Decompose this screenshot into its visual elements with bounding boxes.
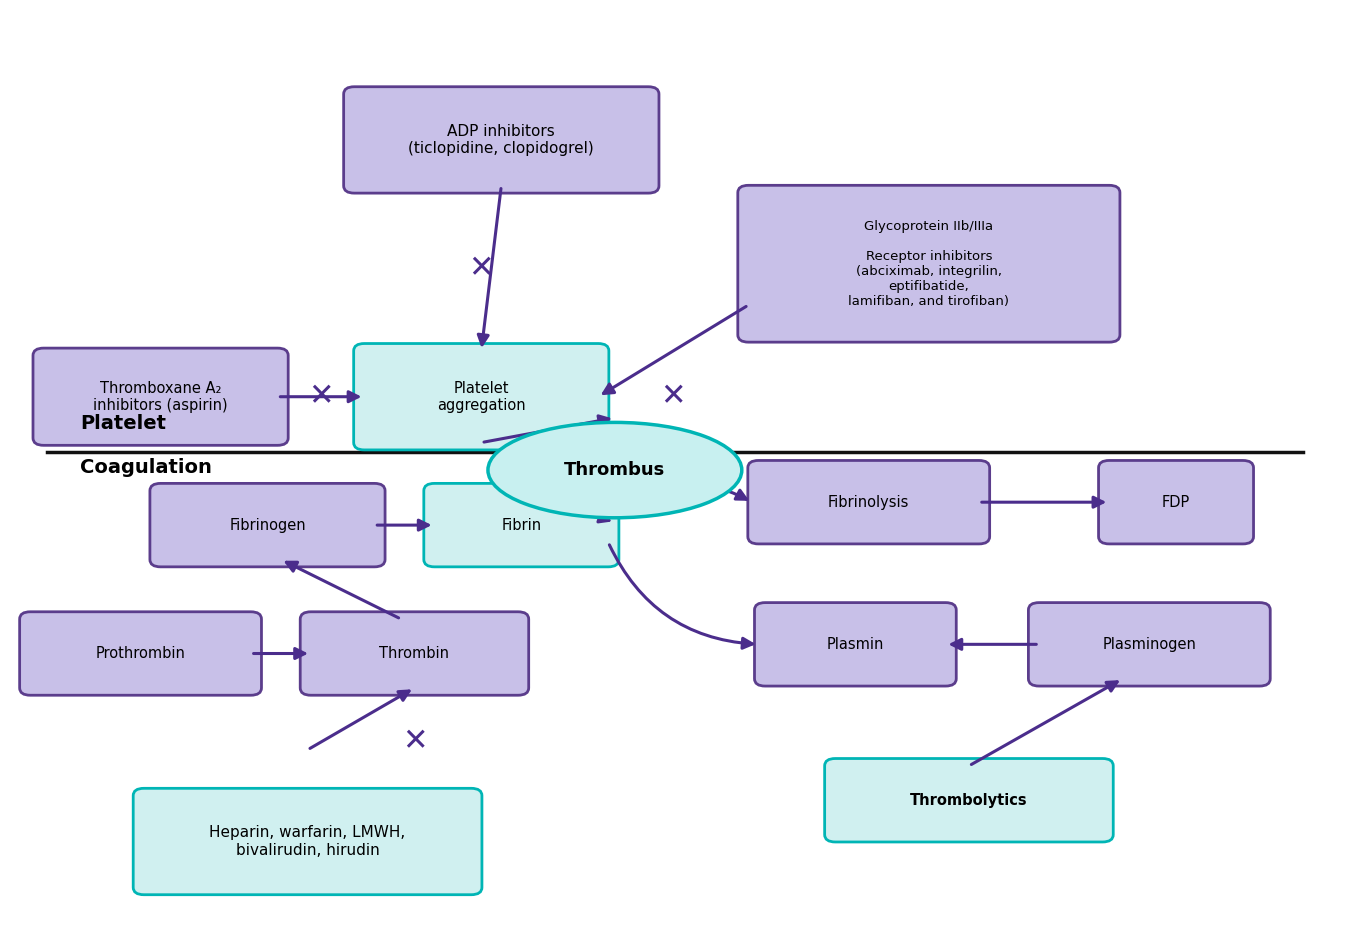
Text: ADP inhibitors
(ticlopidine, clopidogrel): ADP inhibitors (ticlopidine, clopidogrel… bbox=[409, 124, 594, 156]
FancyBboxPatch shape bbox=[32, 348, 288, 445]
FancyBboxPatch shape bbox=[755, 602, 956, 686]
Text: ✕: ✕ bbox=[660, 383, 686, 412]
Text: Fibrinogen: Fibrinogen bbox=[230, 518, 306, 533]
FancyBboxPatch shape bbox=[150, 483, 385, 567]
FancyBboxPatch shape bbox=[134, 789, 482, 895]
Text: FDP: FDP bbox=[1162, 494, 1191, 509]
FancyBboxPatch shape bbox=[748, 461, 990, 544]
Text: ✕: ✕ bbox=[308, 383, 333, 412]
Text: Prothrombin: Prothrombin bbox=[96, 646, 185, 661]
Text: Plasminogen: Plasminogen bbox=[1103, 637, 1196, 652]
Text: Platelet
aggregation: Platelet aggregation bbox=[437, 381, 525, 413]
FancyBboxPatch shape bbox=[1029, 602, 1270, 686]
Text: Thrombin: Thrombin bbox=[379, 646, 450, 661]
Text: Thrombolytics: Thrombolytics bbox=[910, 792, 1027, 808]
Ellipse shape bbox=[487, 423, 741, 518]
FancyBboxPatch shape bbox=[300, 612, 529, 695]
Text: Fibrinolysis: Fibrinolysis bbox=[828, 494, 910, 509]
FancyBboxPatch shape bbox=[738, 185, 1120, 343]
Text: ✕: ✕ bbox=[402, 727, 427, 756]
Text: Platelet: Platelet bbox=[81, 414, 166, 434]
FancyBboxPatch shape bbox=[1099, 461, 1254, 544]
Text: Coagulation: Coagulation bbox=[81, 458, 212, 478]
FancyBboxPatch shape bbox=[424, 483, 618, 567]
FancyBboxPatch shape bbox=[20, 612, 262, 695]
Text: Fibrin: Fibrin bbox=[501, 518, 541, 533]
Text: Thrombus: Thrombus bbox=[564, 461, 666, 479]
Text: Thromboxane A₂
inhibitors (aspirin): Thromboxane A₂ inhibitors (aspirin) bbox=[93, 381, 228, 413]
Text: Glycoprotein IIb/IIIa

Receptor inhibitors
(abciximab, integrilin,
eptifibatide,: Glycoprotein IIb/IIIa Receptor inhibitor… bbox=[848, 220, 1010, 308]
Text: ✕: ✕ bbox=[468, 254, 494, 283]
Text: Heparin, warfarin, LMWH,
bivalirudin, hirudin: Heparin, warfarin, LMWH, bivalirudin, hi… bbox=[209, 825, 406, 857]
Text: Plasmin: Plasmin bbox=[826, 637, 884, 652]
FancyBboxPatch shape bbox=[344, 87, 659, 193]
FancyBboxPatch shape bbox=[825, 759, 1114, 842]
FancyBboxPatch shape bbox=[354, 344, 609, 450]
